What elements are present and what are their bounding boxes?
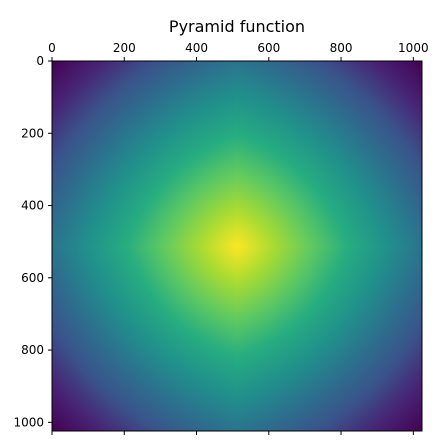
y-tick-label: 600 — [21, 271, 44, 285]
x-tick-label: 1000 — [398, 41, 429, 55]
chart-title: Pyramid function — [168, 17, 306, 36]
x-tick-label: 200 — [113, 41, 136, 55]
x-tick-label: 400 — [185, 41, 208, 55]
heatmap-image — [52, 61, 422, 431]
x-tick-label: 0 — [48, 41, 56, 55]
plot-frame — [51, 60, 423, 432]
plot-area — [52, 61, 422, 431]
axes: 0 200 400 600 800 1000 0 200 400 600 800 1000 — [13, 41, 429, 435]
y-tick-label: 200 — [21, 126, 44, 140]
y-tick-label: 800 — [21, 343, 44, 357]
y-tick-label: 0 — [36, 54, 44, 68]
y-tick-label: 400 — [21, 199, 44, 213]
x-tick-label: 600 — [257, 41, 280, 55]
y-tick-label: 1000 — [13, 415, 44, 429]
x-tick-label: 800 — [330, 41, 353, 55]
